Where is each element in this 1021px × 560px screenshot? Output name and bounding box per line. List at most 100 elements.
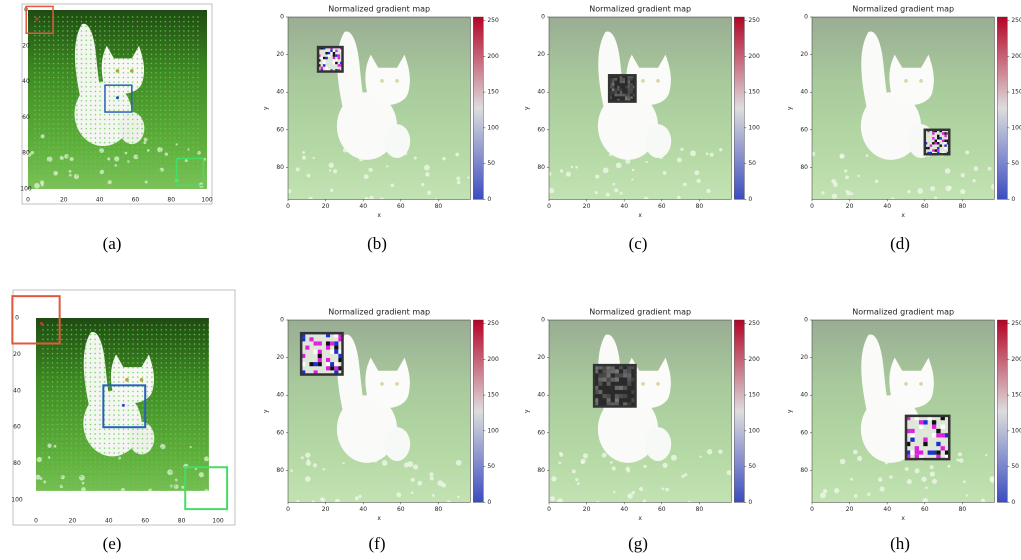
y-tick-label: 60	[13, 424, 21, 431]
flower	[722, 503, 728, 509]
patch-pixel	[607, 369, 611, 373]
colorbar-tick-label: 200	[487, 356, 499, 363]
patch-pixel	[628, 94, 631, 97]
patch-pixel	[937, 140, 939, 142]
patch-pixel	[915, 450, 919, 454]
panel-title: Normalized gradient map	[589, 5, 691, 14]
patch-pixel	[305, 346, 309, 350]
patch-pixel	[602, 394, 606, 398]
patch-pixel	[619, 386, 623, 390]
x-axis-label: x	[901, 212, 905, 219]
x-axis-label: x	[901, 515, 905, 522]
flower	[925, 502, 928, 505]
panel-label: (b)	[367, 234, 387, 253]
patch-pixel	[614, 88, 617, 91]
patch-pixel	[333, 59, 335, 61]
patch-pixel	[607, 382, 611, 386]
patch-pixel	[615, 398, 619, 402]
patch-pixel	[321, 67, 323, 69]
patch-pixel	[627, 369, 631, 373]
patch-pixel	[928, 450, 932, 454]
patch-pixel	[620, 81, 623, 84]
patch-pixel	[598, 378, 602, 382]
x-axis-label: x	[638, 515, 642, 522]
x-tick-label: 20	[60, 197, 68, 204]
patch-pixel	[325, 52, 327, 54]
y-tick-label: 60	[537, 126, 545, 133]
patch-pixel	[932, 450, 936, 454]
panel-label: (a)	[103, 234, 122, 253]
x-tick-label: 40	[96, 197, 104, 204]
y-tick-label: 80	[13, 460, 21, 467]
x-tick-label: 0	[286, 506, 290, 513]
flower	[374, 503, 377, 506]
patch-pixel	[309, 337, 313, 341]
x-tick-label: 80	[696, 203, 704, 210]
flower	[41, 184, 44, 187]
y-tick-label: 60	[22, 114, 30, 121]
colorbar-tick-label: 150	[1011, 89, 1021, 96]
patch-pixel	[628, 91, 631, 94]
x-tick-label: 40	[620, 203, 628, 210]
flower	[385, 505, 388, 508]
cat-image	[27, 10, 207, 189]
patch-pixel	[625, 94, 628, 97]
x-tick-label: 20	[846, 506, 854, 513]
colorbar	[997, 320, 1007, 502]
patch-pixel	[325, 67, 327, 69]
grid-dots	[41, 323, 212, 494]
x-tick-label: 60	[141, 518, 149, 525]
patch-pixel	[335, 50, 337, 52]
patch-pixel	[910, 433, 914, 437]
y-tick-label: 20	[537, 51, 545, 58]
x-tick-label: 0	[810, 203, 814, 210]
y-tick-label: 80	[800, 164, 808, 171]
patch-pixel	[338, 54, 340, 56]
flower	[838, 202, 841, 205]
x-axis-label: x	[638, 212, 642, 219]
colorbar-tick-label: 0	[1011, 499, 1015, 506]
patch-pixel	[611, 369, 615, 373]
patch-pixel	[930, 144, 932, 146]
colorbar	[734, 320, 744, 502]
panel-label: (h)	[890, 534, 910, 553]
patch-pixel	[919, 450, 923, 454]
patch-pixel	[927, 147, 929, 149]
patch-pixel	[598, 382, 602, 386]
flower	[647, 200, 650, 203]
y-tick-label: 100	[20, 186, 32, 193]
patch-pixel	[326, 341, 330, 345]
y-tick-label: 80	[537, 467, 545, 474]
cat-image	[36, 318, 218, 500]
patch-pixel	[630, 96, 633, 99]
patch-pixel	[612, 81, 615, 84]
flower	[332, 503, 335, 506]
patch-pixel	[323, 64, 325, 66]
patch-pixel	[598, 390, 602, 394]
patch-pixel	[923, 438, 927, 442]
patch-pixel	[338, 64, 340, 66]
point	[40, 322, 43, 325]
patch-pixel	[910, 429, 914, 433]
patch-pixel	[630, 78, 633, 81]
x-tick-label: 100	[212, 518, 224, 525]
patch-pixel	[335, 54, 337, 56]
patch-pixel	[627, 373, 631, 377]
patch-pixel	[615, 369, 619, 373]
y-tick-label: 0	[280, 14, 284, 21]
panel-label: (d)	[890, 234, 910, 253]
y-axis-label: y	[263, 409, 270, 413]
patch-pixel	[923, 442, 927, 446]
patch-pixel	[615, 386, 619, 390]
patch-pixel	[615, 378, 619, 382]
y-tick-label: 60	[800, 429, 808, 436]
patch-pixel	[328, 52, 330, 54]
patch-pixel	[623, 394, 627, 398]
y-tick-label: 60	[276, 429, 284, 436]
patch-pixel	[326, 358, 330, 362]
colorbar-tick-label: 100	[1011, 124, 1021, 131]
x-tick-label: 40	[883, 203, 891, 210]
x-tick-label: 80	[167, 197, 175, 204]
x-tick-label: 40	[359, 506, 367, 513]
panel-label: (f)	[369, 534, 386, 553]
